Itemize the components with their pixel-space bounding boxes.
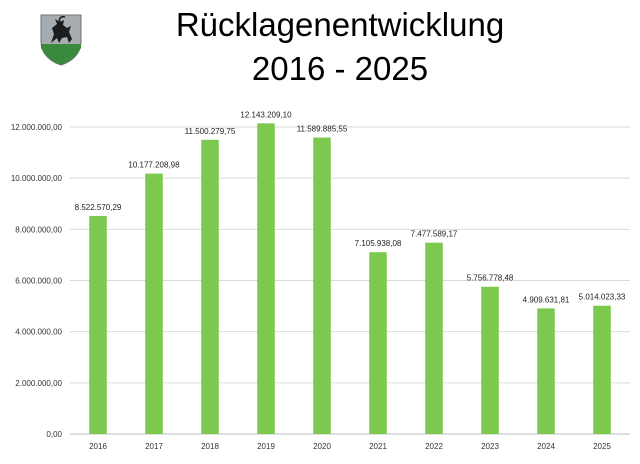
bar-2023: [481, 286, 499, 434]
coat-of-arms-ibex-icon: [40, 14, 82, 66]
data-labels: 8.522.570,29 10.177.208,98 11.500.279,75 12…: [75, 110, 626, 304]
x-tick-label: 2022: [425, 442, 443, 451]
data-label: 7.477.589,17: [411, 230, 458, 239]
y-tick-label: 6.000.000,00: [15, 277, 62, 286]
x-tick-label: 2018: [201, 442, 219, 451]
y-tick-label: 8.000.000,00: [15, 225, 62, 234]
x-tick-label: 2019: [257, 442, 275, 451]
bar-2021: [369, 252, 387, 434]
data-label: 7.105.938,08: [355, 239, 402, 248]
bar-2019: [257, 123, 275, 434]
data-label: 8.522.570,29: [75, 203, 122, 212]
data-label: 11.589.885,55: [297, 124, 348, 133]
gridlines: [70, 126, 630, 435]
bar-2018: [201, 139, 219, 434]
data-label: 4.909.631,81: [523, 295, 570, 304]
bar-2025: [593, 305, 611, 434]
y-tick-label: 4.000.000,00: [15, 328, 62, 337]
bar-2017: [145, 173, 163, 435]
y-axis-ticks: 0,00 2.000.000,00 4.000.000,00 6.000.000,00…: [11, 123, 63, 439]
x-tick-label: 2025: [593, 442, 611, 451]
bar-2022: [425, 242, 443, 434]
bar-2020: [313, 137, 331, 434]
chart-title-line2: 2016 - 2025: [251, 50, 429, 87]
x-tick-label: 2020: [313, 442, 331, 451]
coat-of-arms-logo: [38, 12, 84, 66]
x-tick-label: 2024: [537, 442, 555, 451]
y-tick-label: 12.000.000,00: [11, 123, 63, 132]
bar-2024: [537, 308, 555, 434]
x-tick-label: 2016: [89, 442, 107, 451]
chart-title-line1: Rücklagenentwicklung: [175, 6, 505, 43]
data-label: 5.014.023,33: [579, 293, 626, 302]
x-tick-label: 2017: [145, 442, 163, 451]
data-label: 10.177.208,98: [128, 161, 180, 170]
y-tick-label: 10.000.000,00: [11, 174, 63, 183]
y-tick-label: 0,00: [46, 430, 62, 439]
data-label: 5.756.778,48: [467, 274, 514, 283]
bar-2016: [89, 215, 107, 434]
data-label: 11.500.279,75: [185, 127, 236, 136]
data-label: 12.143.209,10: [240, 110, 292, 119]
x-tick-label: 2023: [481, 442, 499, 451]
bars: [89, 123, 611, 435]
x-axis-ticks: 2016 2017 2018 2019 2020 2021 2022 2023 2024 2025: [89, 442, 611, 451]
x-tick-label: 2021: [369, 442, 387, 451]
y-tick-label: 2.000.000,00: [15, 379, 62, 388]
